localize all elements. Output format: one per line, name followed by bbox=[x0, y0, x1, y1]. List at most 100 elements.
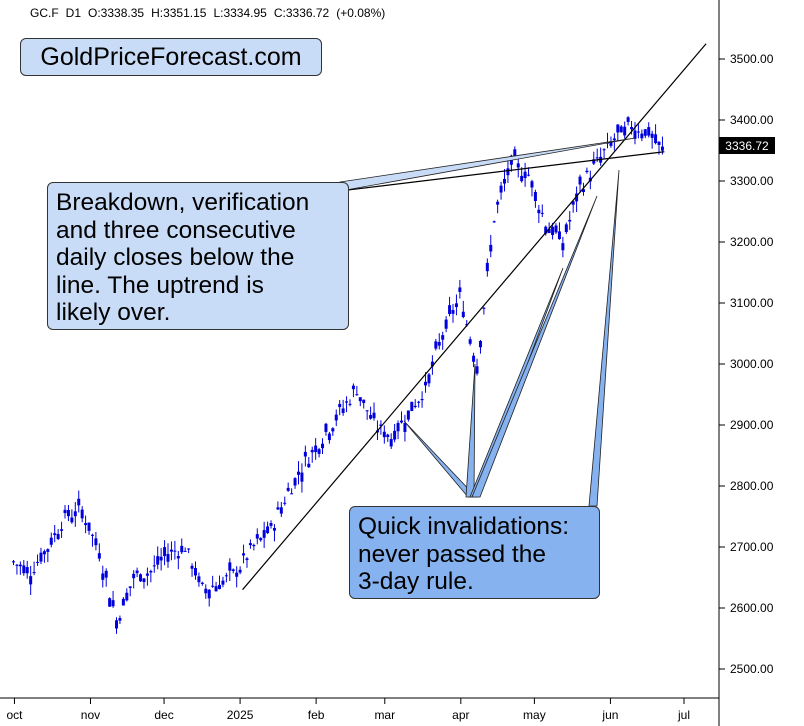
change-value: (+0.08%) bbox=[336, 6, 386, 20]
candle-body bbox=[183, 550, 187, 552]
candle-body bbox=[238, 569, 242, 573]
open-value: O:3338.35 bbox=[88, 6, 145, 20]
candle-body bbox=[660, 146, 664, 151]
candle-body bbox=[564, 224, 568, 233]
candle-body bbox=[221, 580, 225, 585]
y-tick-label: 3300.00 bbox=[730, 174, 774, 188]
candle-body bbox=[492, 221, 496, 223]
candle-body bbox=[262, 530, 266, 538]
candle-body bbox=[540, 212, 544, 214]
y-tick-label: 2500.00 bbox=[730, 662, 774, 676]
candle-body bbox=[39, 552, 43, 562]
candle-body bbox=[32, 572, 36, 574]
candle-body bbox=[279, 507, 283, 514]
candle-body bbox=[623, 126, 627, 136]
candle-body bbox=[149, 570, 153, 573]
candle-body bbox=[585, 170, 589, 173]
candle-body bbox=[56, 534, 60, 540]
callout-line: 3-day rule. bbox=[358, 568, 474, 595]
candlestick-series bbox=[12, 116, 664, 634]
candle-body bbox=[36, 561, 40, 563]
invalidations-callout: Quick invalidations: never passed the 3-… bbox=[349, 506, 600, 599]
candle-body bbox=[386, 434, 390, 438]
candle-body bbox=[379, 424, 383, 427]
candle-body bbox=[317, 449, 321, 454]
candle-body bbox=[331, 428, 335, 432]
candle-body bbox=[18, 564, 22, 567]
callout-line: likely over. bbox=[56, 299, 171, 326]
candle-body bbox=[478, 341, 482, 348]
y-tick-label: 3100.00 bbox=[730, 296, 774, 310]
x-tick-label: apr bbox=[452, 708, 469, 722]
candle-body bbox=[159, 556, 163, 561]
close-value: C:3336.72 bbox=[273, 6, 330, 20]
candle-body bbox=[403, 423, 407, 432]
x-tick-label: feb bbox=[308, 708, 325, 722]
candle-body bbox=[592, 159, 596, 164]
candle-body bbox=[135, 570, 139, 574]
candle-body bbox=[242, 553, 246, 556]
candle-body bbox=[348, 403, 352, 405]
y-tick-label: 2600.00 bbox=[730, 601, 774, 615]
callout-line: never passed the bbox=[358, 540, 546, 568]
candle-body bbox=[475, 366, 479, 374]
callout-line: and three consecutive bbox=[56, 216, 296, 244]
candle-body bbox=[506, 168, 510, 176]
candle-body bbox=[22, 565, 26, 574]
candle-body bbox=[485, 262, 489, 272]
candle-body bbox=[458, 287, 462, 292]
last-price-marker: 3336.72 bbox=[719, 137, 775, 154]
ohlc-header: GC.F D1 O:3338.35 H:3351.15 L:3334.95 C:3336.… bbox=[30, 6, 392, 20]
x-tick-label: 2025 bbox=[227, 708, 254, 722]
symbol: GC.F bbox=[30, 6, 59, 20]
candle-body bbox=[636, 131, 640, 133]
candle-body bbox=[15, 564, 19, 566]
candle-body bbox=[389, 438, 393, 447]
x-axis-ticks: oct nov dec 2025 feb mar apr may jun jul bbox=[6, 698, 690, 722]
candle-body bbox=[581, 189, 585, 193]
candle-body bbox=[630, 126, 634, 130]
candle-body bbox=[180, 545, 184, 553]
candle-body bbox=[307, 463, 311, 468]
candle-body bbox=[489, 244, 493, 252]
candle-body bbox=[424, 381, 428, 386]
candle-body bbox=[296, 471, 300, 475]
candle-body bbox=[358, 397, 362, 402]
candle-body bbox=[551, 226, 555, 236]
candle-body bbox=[351, 385, 355, 390]
candle-body bbox=[293, 478, 297, 486]
breakdown-callout: Breakdown, verification and three consec… bbox=[47, 182, 349, 330]
candle-body bbox=[575, 193, 579, 202]
trendline bbox=[311, 151, 665, 196]
candle-body bbox=[314, 445, 318, 453]
candle-body bbox=[327, 433, 331, 441]
candle-body bbox=[461, 311, 465, 318]
candle-body bbox=[46, 549, 50, 552]
candle-body bbox=[290, 493, 294, 495]
candle-body bbox=[496, 201, 500, 205]
candle-body bbox=[12, 561, 15, 563]
candle-body bbox=[472, 355, 476, 362]
candle-body bbox=[626, 117, 630, 122]
candle-body bbox=[578, 176, 582, 185]
candle-body bbox=[248, 543, 252, 546]
callout-line: line. The uptrend is bbox=[56, 271, 264, 299]
candle-body bbox=[66, 509, 70, 517]
candle-body bbox=[128, 586, 132, 588]
candle-body bbox=[231, 569, 235, 572]
candle-body bbox=[609, 141, 613, 146]
candle-body bbox=[410, 401, 414, 411]
candle-body bbox=[612, 138, 616, 141]
y-tick-label: 2800.00 bbox=[730, 479, 774, 493]
candle-body bbox=[169, 549, 173, 552]
candle-body bbox=[139, 574, 143, 582]
candle-body bbox=[334, 414, 338, 421]
candle-body bbox=[300, 472, 304, 482]
timeframe: D1 bbox=[65, 6, 82, 20]
candle-body bbox=[190, 565, 194, 569]
last-price-label: 3336.72 bbox=[725, 139, 769, 153]
candle-body bbox=[406, 410, 410, 420]
candle-body bbox=[132, 573, 136, 579]
candle-body bbox=[276, 507, 280, 510]
candle-body bbox=[142, 578, 146, 583]
